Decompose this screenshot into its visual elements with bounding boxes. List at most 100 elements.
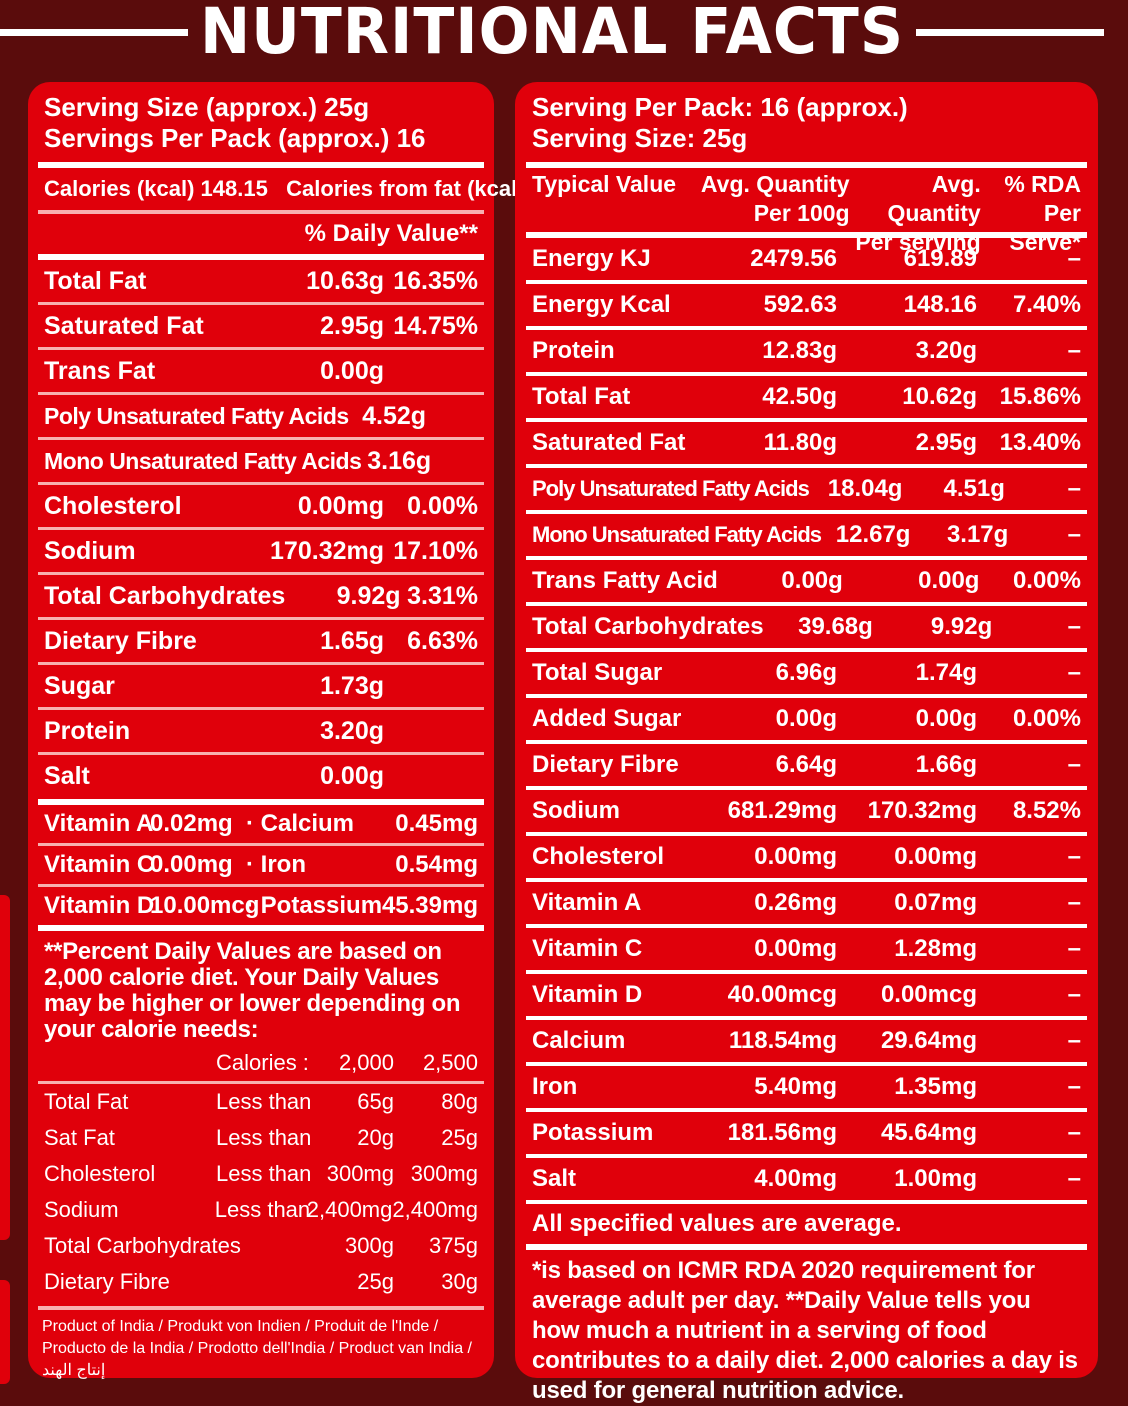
value-per-100g: 5.40mg — [754, 1073, 837, 1100]
header-rda-top: % RDA — [1004, 171, 1081, 197]
mineral-value: 0.54mg — [395, 851, 478, 878]
table-row: Calcium 118.54mg 29.64mg – — [526, 1020, 1087, 1062]
nutrient-name: Dietary Fibre — [44, 626, 197, 655]
value-per-serving: 4.51g — [943, 475, 1005, 502]
value-rda: – — [1067, 935, 1081, 962]
value-per-100g: 6.96g — [775, 659, 837, 686]
value-per-serving: 10.62g — [902, 383, 977, 410]
table-row: Total Carbohydrates 9.92g 3.31% — [38, 575, 484, 617]
divider — [526, 1244, 1087, 1250]
value-per-100g: 40.00mcg — [727, 981, 837, 1008]
divider — [38, 1306, 484, 1310]
nutrient-name: Trans Fat — [44, 356, 156, 385]
value-rda: 0.00% — [1012, 705, 1081, 732]
divider — [526, 1108, 1087, 1112]
daily-value-header: % Daily Value** — [38, 214, 484, 254]
value-per-serving: 45.64mg — [880, 1119, 977, 1146]
value-rda: – — [1067, 751, 1081, 778]
value-per-serving: 170.32mg — [867, 797, 977, 824]
divider — [526, 878, 1087, 882]
value-rda: – — [1067, 659, 1081, 686]
side-tab — [0, 1280, 10, 1384]
divider — [38, 925, 484, 931]
value-rda: 0.00% — [1012, 567, 1081, 594]
side-tab — [0, 895, 10, 1240]
nutrient-amount: 2.95g — [320, 311, 384, 340]
value-per-100g: 4.00mg — [754, 1165, 837, 1192]
value-rda: – — [1067, 521, 1081, 548]
divider — [526, 556, 1087, 560]
nutrient-name: Total Fat — [532, 383, 631, 410]
table-row: Sodium 681.29mg 170.32mg 8.52% — [526, 790, 1087, 832]
divider — [526, 694, 1087, 698]
table-row: Trans Fat 0.00g — [38, 350, 484, 392]
value-per-100g: 42.50g — [762, 383, 837, 410]
value-rda: 7.40% — [1012, 291, 1081, 318]
ref-value-2500: 80g — [441, 1089, 478, 1114]
divider — [526, 372, 1087, 376]
nutrient-name: Added Sugar — [532, 705, 682, 732]
nutrient-daily-value: 14.75% — [393, 311, 478, 340]
nutrient-name: Mono Unsaturated Fatty Acids — [44, 447, 362, 474]
divider — [38, 302, 484, 305]
nutrient-name: Salt — [44, 761, 90, 790]
daily-value-label: % Daily Value** — [304, 220, 478, 247]
serving-size: Serving Size: 25g — [532, 123, 748, 153]
header-per-100g-top: Avg. Quantity — [700, 171, 850, 197]
mineral-value: 0.45mg — [395, 810, 478, 837]
country-of-origin: Product of India / Produkt von Indien / … — [42, 1318, 472, 1379]
ref-header-c1: 2,000 — [338, 1050, 394, 1075]
header: NUTRITIONAL FACTS — [0, 0, 1128, 64]
divider — [38, 799, 484, 805]
divider — [526, 232, 1087, 238]
nutrient-daily-value: 0.00% — [407, 491, 478, 520]
ref-value-2500: 375g — [429, 1233, 478, 1258]
value-per-100g: 2479.56 — [750, 245, 837, 272]
divider — [38, 884, 484, 887]
value-per-100g: 0.26mg — [754, 889, 837, 916]
ref-value-2000: 2,400mg — [306, 1197, 393, 1222]
value-per-100g: 0.00g — [775, 705, 837, 732]
mineral-value: 45.39mg — [381, 892, 478, 919]
nutrient-name: Cholesterol — [532, 843, 665, 870]
value-per-serving: 1.35mg — [894, 1073, 977, 1100]
calories-line: Calories (kcal) 148.15 Calories from fat… — [38, 168, 586, 210]
servings-per-pack: Servings Per Pack (approx.) 16 — [44, 123, 426, 153]
value-per-100g: 0.00g — [781, 567, 843, 594]
value-rda: 15.86% — [999, 383, 1081, 410]
table-row: Cholesterol Less than 300mg 300mg — [38, 1156, 484, 1192]
table-row: Total Fat Less than 65g 80g — [38, 1084, 484, 1120]
value-per-100g: 11.80g — [763, 429, 837, 456]
nutrient-name: Saturated Fat — [44, 311, 204, 340]
divider — [38, 210, 484, 214]
ref-value-2500: 300mg — [410, 1161, 478, 1186]
table-row: Salt 0.00g — [38, 755, 484, 797]
value-per-serving: 1.28mg — [894, 935, 977, 962]
table-row: Vitamin C 0.00mg · Iron 0.54mg — [38, 846, 484, 884]
divider — [38, 437, 484, 440]
nutrient-amount: 0.00mg — [297, 491, 384, 520]
nutrient-name: Vitamin A — [532, 889, 642, 916]
nutrient-name: Sodium — [532, 797, 620, 824]
table-row: Cholesterol 0.00mg 0.00mg – — [526, 836, 1087, 878]
table-row: Total Fat 42.50g 10.62g 15.86% — [526, 376, 1087, 418]
divider — [526, 970, 1087, 974]
nutrient-amount: 170.32mg — [270, 536, 384, 565]
table-row: Vitamin D 10.00mcg · Potassium 45.39mg — [38, 887, 484, 925]
ref-qualifier: Less than — [214, 1197, 311, 1222]
nutrient-name: Saturated Fat — [532, 429, 686, 456]
table-row: Mono Unsaturated Fatty Acids 3.16g — [38, 440, 484, 482]
value-rda: – — [1067, 1165, 1081, 1192]
left-nutrient-list: Total Fat 10.63g 16.35% Saturated Fat 2.95g 1… — [38, 260, 484, 797]
ref-value-2500: 2,400mg — [392, 1197, 478, 1222]
table-header: Typical Value Avg. Quantity Per 100g Avg… — [526, 168, 1087, 255]
divider — [526, 418, 1087, 422]
table-row: Vitamin A 0.02mg · Calcium 0.45mg — [38, 805, 484, 843]
value-per-100g: 18.04g — [827, 475, 903, 502]
ref-header-calories: Calories : — [216, 1050, 309, 1075]
ref-header-c2: 2,500 — [422, 1050, 478, 1075]
table-row: Sat Fat Less than 20g 25g — [38, 1120, 484, 1156]
vitamin-name: Vitamin A — [44, 810, 154, 837]
divider — [526, 924, 1087, 928]
right-nutrient-list: Energy KJ 2479.56 619.89 – Energy Kcal 592.63… — [526, 238, 1087, 1204]
